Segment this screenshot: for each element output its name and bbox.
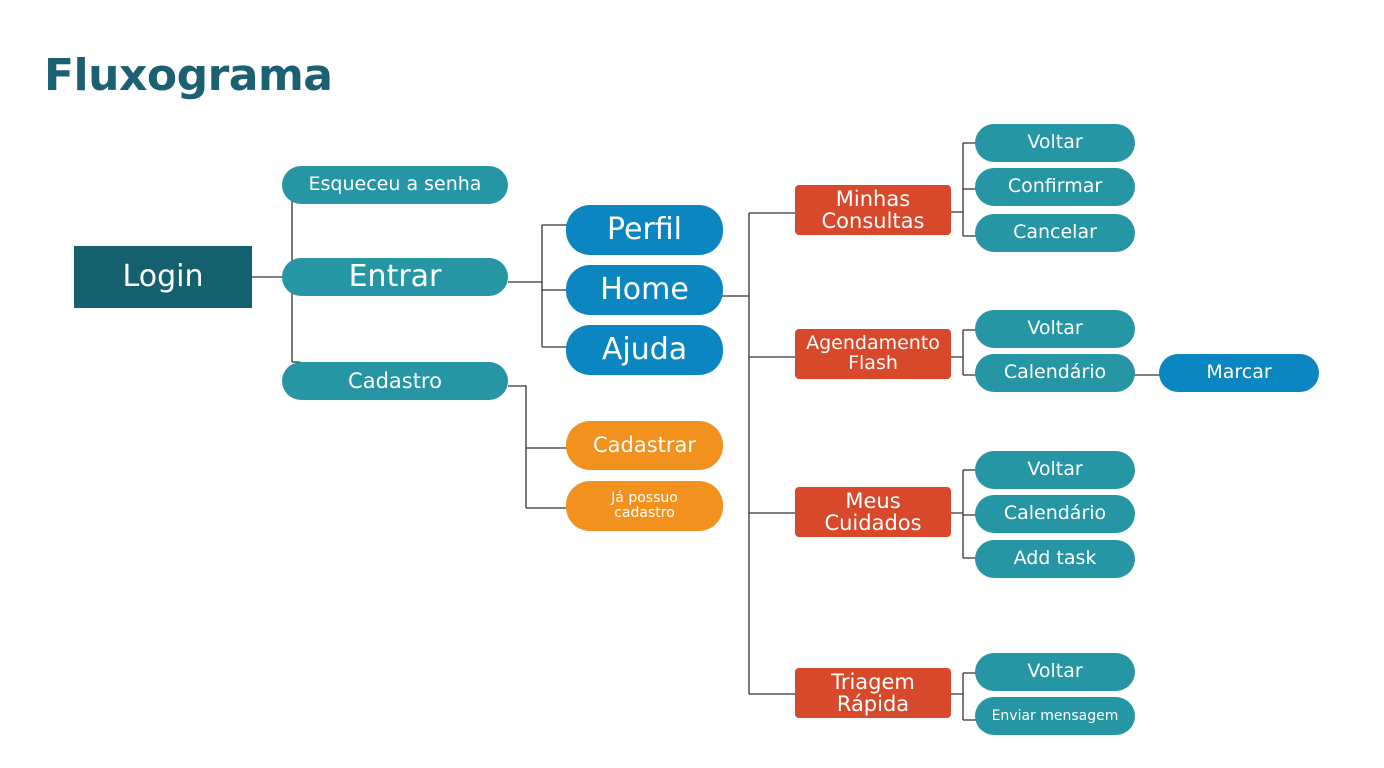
meus-cuidados-node: Meus Cuidados (795, 487, 951, 537)
mc-voltar-node: Voltar (975, 124, 1135, 162)
home-node: Home (566, 265, 723, 315)
af-calendario-node: Calendário (975, 354, 1135, 392)
mc-cancelar-node: Cancelar (975, 214, 1135, 252)
login-node: Login (74, 246, 252, 308)
mcu-add-task-node: Add task (975, 540, 1135, 578)
triagem-rapida-node: Triagem Rápida (795, 668, 951, 718)
connector-home (722, 212, 796, 695)
mcu-voltar-node: Voltar (975, 451, 1135, 489)
connector-entrar (508, 224, 568, 348)
mcu-calendario-node: Calendário (975, 495, 1135, 533)
cadastrar-node: Cadastrar (566, 421, 723, 470)
cadastro-node: Cadastro (282, 362, 508, 400)
tr-voltar-node: Voltar (975, 653, 1135, 691)
af-voltar-node: Voltar (975, 310, 1135, 348)
connector-minhas-consultas (950, 142, 976, 237)
minhas-consultas-node: Minhas Consultas (795, 185, 951, 235)
connector-agendamento-flash (950, 329, 976, 376)
mc-confirmar-node: Confirmar (975, 168, 1135, 206)
entrar-node: Entrar (282, 258, 508, 296)
page-title: Fluxograma (44, 50, 333, 101)
agendamento-flash-node: Agendamento Flash (795, 329, 951, 379)
ja-possuo-cadastro-node: Já possuo cadastro (566, 481, 723, 531)
esqueceu-senha-node: Esqueceu a senha (282, 166, 508, 204)
ajuda-node: Ajuda (566, 325, 723, 375)
tr-enviar-mensagem-node: Enviar mensagem (975, 697, 1135, 735)
connector-triagem-rapida (950, 672, 976, 721)
perfil-node: Perfil (566, 205, 723, 255)
connector-meus-cuidados (950, 469, 976, 559)
af-marcar-node: Marcar (1159, 354, 1319, 392)
connector-cadastro (508, 385, 568, 509)
